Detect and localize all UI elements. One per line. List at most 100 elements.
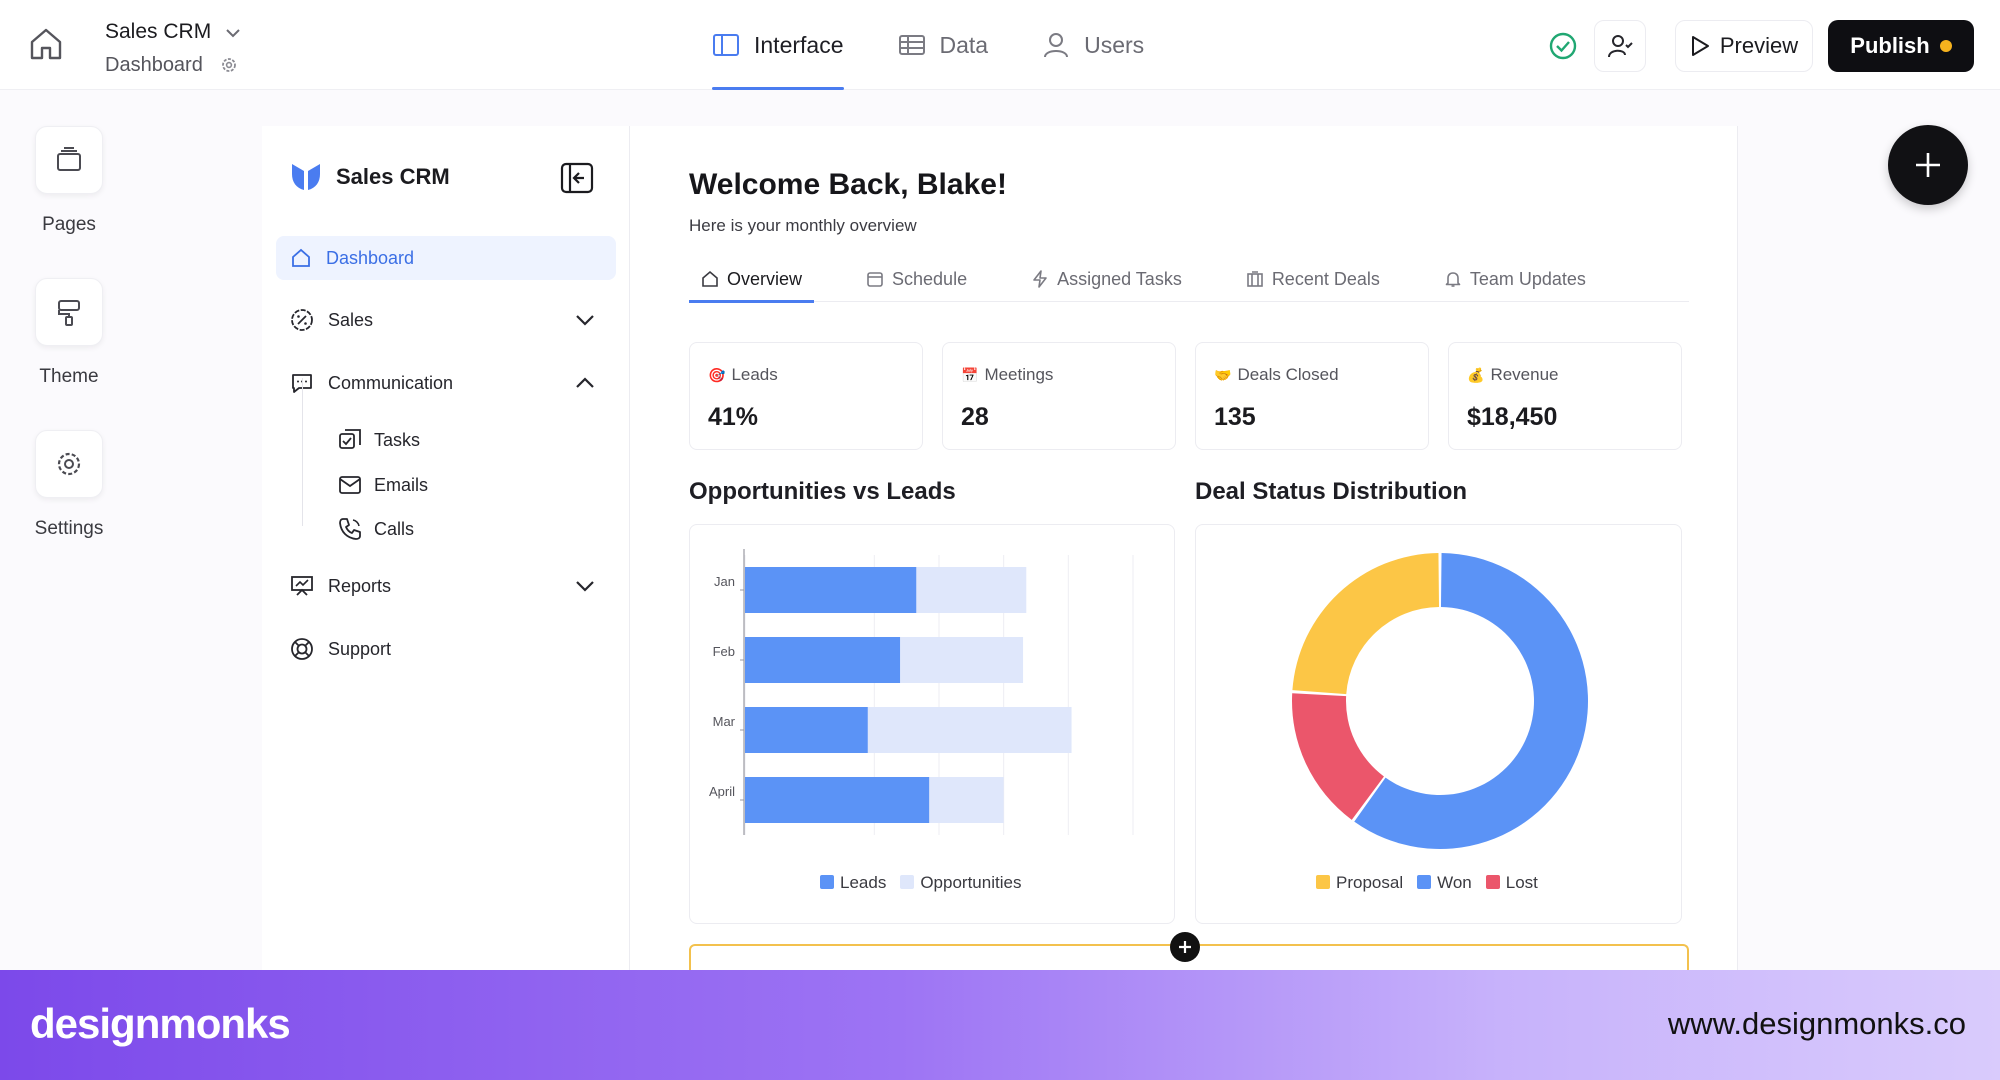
tab-schedule[interactable]: Schedule <box>854 256 979 302</box>
building-icon <box>1247 271 1263 287</box>
dashboard-canvas: Welcome Back, Blake! Here is your monthl… <box>630 126 1738 986</box>
sidebar-item-dashboard[interactable]: Dashboard <box>276 236 616 280</box>
add-element-button[interactable] <box>1888 125 1968 205</box>
tab-users[interactable]: Users <box>1042 0 1144 90</box>
percent-badge-icon <box>291 309 313 331</box>
tab-assigned-tasks[interactable]: Assigned Tasks <box>1019 256 1194 302</box>
tab-overview[interactable]: Overview <box>689 256 815 303</box>
bar-chart-title: Opportunities vs Leads <box>689 478 956 505</box>
donut-slice-proposal <box>1292 553 1440 695</box>
rail-item-theme[interactable]: Theme <box>0 278 138 388</box>
sidebar-label-emails: Emails <box>374 474 429 495</box>
tab-recent-deals[interactable]: Recent Deals <box>1234 256 1392 302</box>
bar-opportunities-feb <box>900 637 1024 683</box>
chevron-down-icon[interactable] <box>574 310 596 330</box>
tasks-icon <box>339 429 361 449</box>
sidebar-item-reports[interactable]: Reports <box>276 564 616 608</box>
user-icon <box>1044 33 1069 58</box>
lifebuoy-icon <box>291 638 313 660</box>
page-subtitle: Here is your monthly overview <box>689 216 917 235</box>
tab-team-updates[interactable]: Team Updates <box>1432 256 1598 302</box>
home-icon <box>702 270 718 287</box>
tab-interface[interactable]: Interface <box>712 0 844 90</box>
stat-label-text: Revenue <box>1490 365 1559 384</box>
chevron-up-icon[interactable] <box>574 373 596 393</box>
home-icon[interactable] <box>26 24 66 64</box>
sidebar-item-sales[interactable]: Sales <box>276 298 616 342</box>
chevron-down-icon[interactable] <box>224 24 242 42</box>
page-title: Welcome Back, Blake! <box>689 168 1007 201</box>
top-tabs: Interface Data Users <box>712 0 1144 90</box>
rail-label-theme: Theme <box>39 366 99 387</box>
app-name[interactable]: Sales CRM <box>105 20 212 43</box>
preview-button[interactable]: Preview <box>1675 20 1813 72</box>
share-users-button[interactable] <box>1594 20 1646 72</box>
legend-item-won[interactable]: Won <box>1417 873 1472 893</box>
sidebar-subitem-calls[interactable]: Calls <box>338 517 414 541</box>
x-tick-label: 80 <box>996 852 1012 855</box>
sidebar-item-communication[interactable]: Communication <box>276 361 616 405</box>
stat-card-meetings[interactable]: 📅 Meetings 28 <box>942 342 1176 450</box>
sidebar-label-calls: Calls <box>374 518 415 539</box>
bar-leads-feb <box>745 637 901 683</box>
bar-leads-april <box>745 777 930 823</box>
bar-opportunities-jan <box>916 567 1027 613</box>
publish-label: Publish <box>1850 33 1930 58</box>
phone-icon <box>339 518 361 540</box>
chevron-down-icon[interactable] <box>574 576 596 596</box>
x-tick-label: 0 <box>741 852 749 855</box>
donut-chart <box>1292 553 1588 849</box>
legend-item-opportunities[interactable]: Opportunities <box>900 873 1021 893</box>
sidebar-label-communication: Communication <box>328 372 454 393</box>
collapse-sidebar-icon[interactable] <box>560 162 594 194</box>
user-plus-icon <box>1608 35 1633 58</box>
rail-label-pages: Pages <box>42 214 96 235</box>
sidebar-item-support[interactable]: Support <box>276 627 616 671</box>
y-tick-label: Jan <box>714 574 735 589</box>
bar-leads-mar <box>745 707 868 753</box>
stat-card-leads[interactable]: 🎯 Leads 41% <box>689 342 923 450</box>
add-block-plus-icon[interactable] <box>1170 932 1200 962</box>
legend-item-lost[interactable]: Lost <box>1485 873 1538 893</box>
brand-name: Sales CRM <box>336 164 450 189</box>
sidebar-subitem-emails[interactable]: Emails <box>338 473 428 497</box>
bar-opportunities-mar <box>867 707 1072 753</box>
rail-item-settings[interactable]: Settings <box>0 430 138 540</box>
bell-icon <box>1445 272 1461 287</box>
legend-item-proposal[interactable]: Proposal <box>1316 873 1403 893</box>
stat-card-deals-closed[interactable]: 🤝 Deals Closed 135 <box>1195 342 1429 450</box>
stat-label-meetings: 📅 Meetings <box>961 365 1053 385</box>
rail-label-settings: Settings <box>34 518 104 539</box>
stat-card-revenue[interactable]: 💰 Revenue $18,450 <box>1448 342 1682 450</box>
play-icon <box>1691 36 1709 56</box>
stat-value-deals-closed: 135 <box>1214 403 1256 431</box>
donut-chart-card: Proposal Won Lost <box>1195 524 1682 924</box>
legend-label-lost: Lost <box>1505 873 1538 892</box>
rail-item-pages[interactable]: Pages <box>0 126 138 236</box>
tab-data[interactable]: Data <box>898 0 988 90</box>
legend-item-leads[interactable]: Leads <box>820 873 886 893</box>
check-circle-icon[interactable] <box>1548 31 1578 61</box>
designmonks-logo[interactable]: designmonks <box>30 1000 291 1047</box>
donut-chart-title: Deal Status Distribution <box>1195 478 1468 505</box>
layout-icon <box>713 34 739 56</box>
bar-chart-legend: Leads Opportunities <box>820 873 1021 893</box>
footer-url[interactable]: www.designmonks.co <box>1667 1006 1966 1041</box>
gear-icon <box>35 430 103 498</box>
legend-label-won: Won <box>1437 873 1472 892</box>
sidebar-subitem-tasks[interactable]: Tasks <box>338 428 420 452</box>
stat-label-leads: 🎯 Leads <box>708 365 778 385</box>
sidebar-brand: Sales CRM <box>290 162 450 192</box>
legend-swatch-won <box>1417 875 1432 889</box>
app-sidebar: Sales CRM Dashboard Sales Communication … <box>262 126 630 986</box>
mail-icon <box>339 476 361 494</box>
sidebar-label-support: Support <box>328 638 392 659</box>
y-tick-label: Mar <box>713 714 736 729</box>
legend-label-leads: Leads <box>840 873 887 892</box>
y-tick-label: Feb <box>713 644 735 659</box>
publish-button[interactable]: Publish <box>1828 20 1974 72</box>
page-name[interactable]: Dashboard <box>105 54 203 76</box>
bar-chart-card: 0 40 60 80 100 120 Jan Feb Mar April Leads Opport… <box>689 524 1175 924</box>
gear-icon[interactable] <box>220 56 238 74</box>
donut-slice-lost <box>1292 693 1384 820</box>
